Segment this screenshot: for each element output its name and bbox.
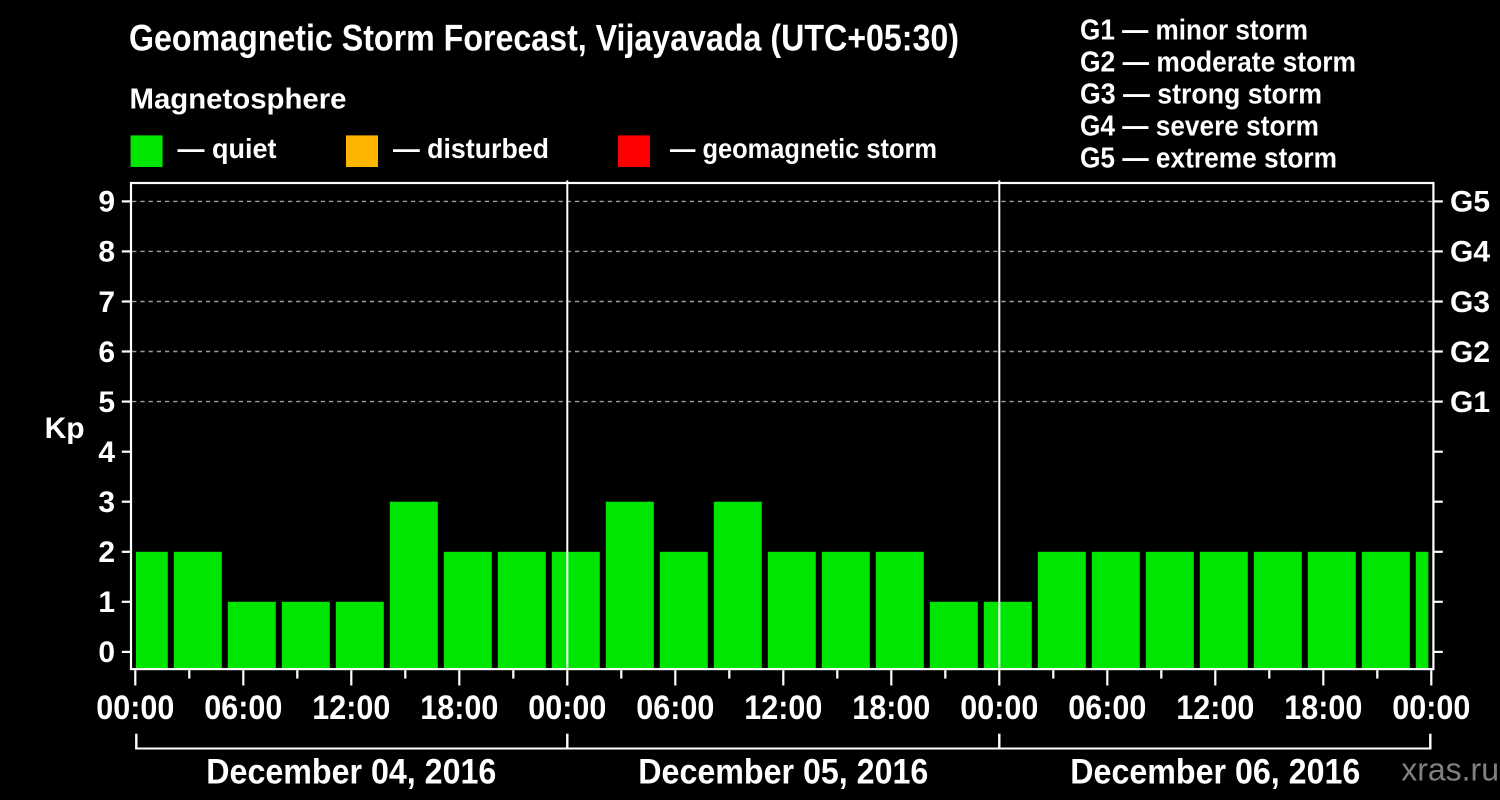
svg-text:6: 6 — [98, 336, 115, 369]
svg-text:2: 2 — [98, 536, 115, 569]
svg-text:06:00: 06:00 — [1068, 689, 1146, 727]
svg-text:3: 3 — [98, 486, 115, 519]
svg-text:G4 — severe storm: G4 — severe storm — [1080, 110, 1319, 142]
svg-text:00:00: 00:00 — [960, 689, 1038, 727]
svg-text:— geomagnetic storm: — geomagnetic storm — [670, 133, 937, 164]
svg-text:7: 7 — [98, 286, 115, 319]
svg-text:G3: G3 — [1450, 286, 1490, 319]
svg-text:Geomagnetic Storm Forecast, Vi: Geomagnetic Storm Forecast, Vijayavada (… — [129, 17, 959, 58]
svg-text:December 06, 2016: December 06, 2016 — [1070, 752, 1360, 791]
svg-text:00:00: 00:00 — [96, 689, 174, 727]
svg-text:12:00: 12:00 — [744, 689, 822, 727]
svg-text:4: 4 — [98, 436, 115, 469]
svg-text:18:00: 18:00 — [1284, 689, 1362, 727]
svg-text:12:00: 12:00 — [1176, 689, 1254, 727]
svg-text:12:00: 12:00 — [312, 689, 390, 727]
svg-text:1: 1 — [98, 586, 115, 619]
svg-text:Kp: Kp — [45, 412, 85, 445]
svg-text:G2 — moderate storm: G2 — moderate storm — [1080, 46, 1356, 78]
svg-text:G5 — extreme storm: G5 — extreme storm — [1080, 142, 1337, 174]
svg-text:G4: G4 — [1450, 236, 1490, 269]
svg-text:— quiet: — quiet — [178, 133, 277, 164]
svg-text:Magnetosphere: Magnetosphere — [130, 84, 347, 116]
svg-text:5: 5 — [98, 386, 115, 419]
svg-text:06:00: 06:00 — [636, 689, 714, 727]
svg-text:G1: G1 — [1450, 386, 1490, 419]
svg-text:G5: G5 — [1450, 186, 1490, 219]
svg-text:December 05, 2016: December 05, 2016 — [638, 752, 928, 791]
svg-text:18:00: 18:00 — [420, 689, 498, 727]
svg-text:06:00: 06:00 — [204, 689, 282, 727]
svg-text:9: 9 — [98, 186, 115, 219]
svg-text:G2: G2 — [1450, 336, 1490, 369]
svg-text:December 04, 2016: December 04, 2016 — [206, 752, 496, 791]
svg-text:G1 — minor storm: G1 — minor storm — [1080, 14, 1308, 46]
svg-text:G3 — strong storm: G3 — strong storm — [1080, 78, 1322, 110]
svg-text:00:00: 00:00 — [1392, 689, 1470, 727]
svg-text:0: 0 — [98, 636, 115, 669]
svg-text:00:00: 00:00 — [528, 689, 606, 727]
svg-text:18:00: 18:00 — [852, 689, 930, 727]
svg-text:xras.ru: xras.ru — [1401, 752, 1499, 788]
svg-text:— disturbed: — disturbed — [393, 133, 549, 164]
svg-text:8: 8 — [98, 236, 115, 269]
